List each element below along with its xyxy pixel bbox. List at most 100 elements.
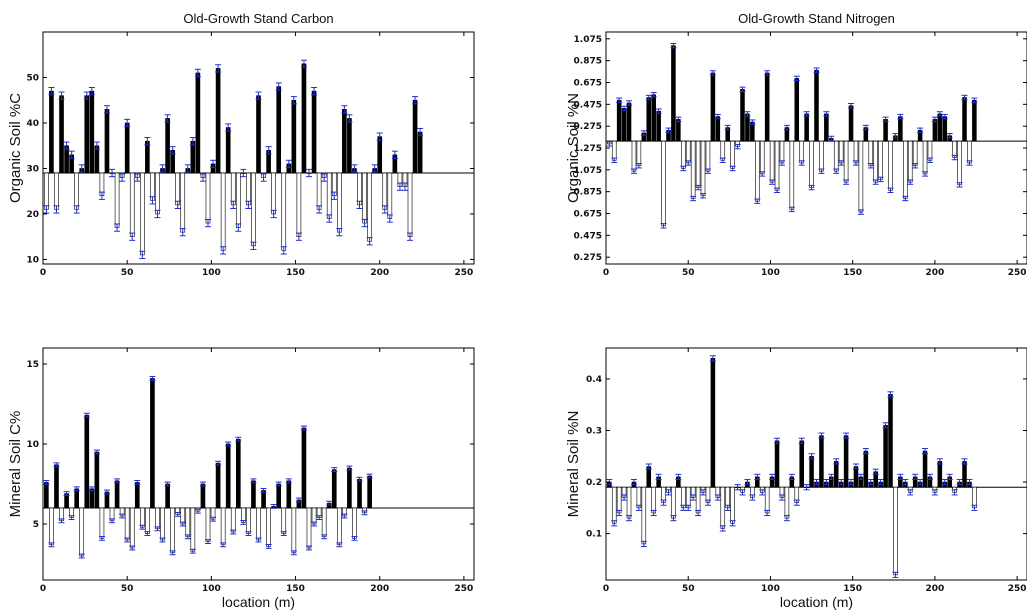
bar <box>646 466 652 488</box>
y-tick-label: 0.475 <box>574 100 602 110</box>
bar <box>932 119 938 142</box>
bar <box>671 486 676 519</box>
bar <box>215 68 221 174</box>
x-tick-label: 250 <box>1008 584 1027 594</box>
bar <box>84 95 90 174</box>
bar <box>220 172 226 251</box>
bar <box>833 140 839 172</box>
bar <box>150 378 155 509</box>
bar <box>362 172 367 224</box>
bar <box>907 140 913 183</box>
bar <box>922 450 928 488</box>
bar <box>833 461 839 488</box>
bar <box>799 140 804 164</box>
bar <box>621 108 627 142</box>
bar <box>357 172 362 206</box>
bar <box>190 507 196 552</box>
bar <box>681 486 686 509</box>
bar <box>74 172 79 210</box>
bar <box>129 507 135 549</box>
y-tick-label: 0.275 <box>574 122 602 132</box>
chart-title: Old-Growth Stand Nitrogen <box>738 11 895 26</box>
bar <box>44 172 49 210</box>
bar <box>54 464 59 509</box>
bar <box>140 172 145 256</box>
bar <box>382 172 388 210</box>
bar <box>49 507 54 546</box>
bar <box>819 435 824 488</box>
bar <box>99 507 105 539</box>
bar <box>271 172 276 215</box>
bar <box>651 94 656 142</box>
bar <box>185 507 191 538</box>
bar <box>878 140 883 180</box>
y-tick-label: 0.675 <box>574 210 602 220</box>
bar <box>784 486 790 519</box>
bar <box>853 466 859 488</box>
bar <box>54 172 59 210</box>
bar <box>175 172 181 206</box>
bar <box>251 172 256 247</box>
bar <box>165 483 170 509</box>
bar <box>893 486 898 576</box>
bar <box>155 172 160 215</box>
bar <box>256 507 261 541</box>
x-tick-label: 200 <box>926 268 945 278</box>
y-tick-label: 1.075 <box>574 166 602 176</box>
bar <box>685 486 691 509</box>
bar <box>225 127 231 174</box>
bar <box>235 172 241 228</box>
bar <box>799 440 804 488</box>
bar <box>114 480 120 509</box>
bar <box>291 99 297 174</box>
bar <box>656 110 661 142</box>
y-tick-label: 1.275 <box>574 144 602 154</box>
bar <box>779 140 785 164</box>
bar <box>140 507 145 528</box>
bar <box>685 140 691 164</box>
bar <box>651 486 656 514</box>
bar <box>311 90 317 174</box>
bar <box>888 140 893 191</box>
bar <box>903 140 908 199</box>
bar <box>225 443 231 509</box>
bar <box>129 172 135 238</box>
bar <box>745 113 750 142</box>
bar <box>740 89 745 142</box>
bar <box>190 140 196 174</box>
bar <box>764 486 770 514</box>
bar <box>764 72 770 142</box>
bar <box>705 140 711 172</box>
bar <box>957 140 962 186</box>
bar <box>626 102 632 142</box>
bar <box>858 140 864 213</box>
x-tick-label: 250 <box>1008 268 1027 278</box>
bar <box>367 475 372 509</box>
bar <box>789 140 795 210</box>
bar <box>750 121 755 142</box>
bar <box>261 490 266 509</box>
bar <box>710 358 716 488</box>
bar <box>155 507 160 530</box>
bar <box>281 172 287 251</box>
y-tick-label: 5 <box>33 520 39 530</box>
bar <box>937 461 943 488</box>
bar <box>321 507 327 538</box>
bar <box>336 507 342 546</box>
y-axis-label: Mineral Soil %N <box>565 411 582 518</box>
bar <box>700 140 706 197</box>
bar <box>843 140 849 183</box>
chart-mineral-soil-carbon: 0 50 100 150 200 250 5 10 15 Mineral Soil C% locat… <box>7 347 475 610</box>
bar <box>661 140 666 227</box>
x-tick-label: 200 <box>370 268 389 278</box>
bar <box>898 116 903 142</box>
bar <box>804 113 809 142</box>
bar <box>611 486 617 524</box>
x-tick-label: 0 <box>40 268 46 278</box>
bar <box>195 72 201 174</box>
bar <box>316 172 322 210</box>
bar <box>170 507 175 554</box>
plot-area <box>42 347 475 581</box>
x-tick-label: 100 <box>202 268 221 278</box>
bar <box>843 435 849 488</box>
